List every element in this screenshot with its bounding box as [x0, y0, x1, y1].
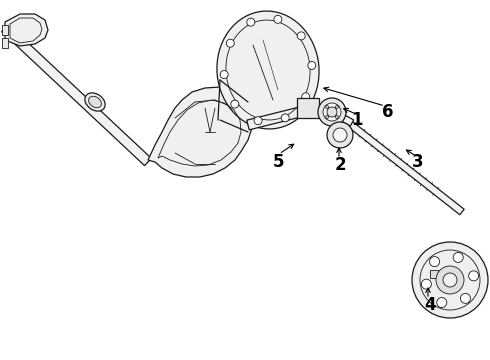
Ellipse shape	[327, 107, 337, 117]
Circle shape	[412, 242, 488, 318]
Circle shape	[247, 18, 255, 26]
Ellipse shape	[89, 96, 101, 108]
Polygon shape	[297, 98, 319, 118]
Circle shape	[461, 293, 470, 303]
Polygon shape	[2, 25, 8, 35]
Text: 4: 4	[424, 296, 436, 314]
Circle shape	[220, 71, 228, 78]
Ellipse shape	[323, 103, 341, 121]
Ellipse shape	[217, 11, 319, 129]
Polygon shape	[430, 270, 438, 278]
Circle shape	[274, 15, 282, 23]
Polygon shape	[348, 121, 464, 215]
Circle shape	[443, 273, 457, 287]
Circle shape	[453, 252, 463, 262]
Text: 6: 6	[382, 103, 394, 121]
Polygon shape	[247, 105, 309, 130]
Circle shape	[231, 100, 239, 108]
Circle shape	[308, 62, 316, 69]
Circle shape	[254, 117, 262, 125]
Circle shape	[333, 128, 347, 142]
Polygon shape	[5, 14, 48, 46]
Ellipse shape	[85, 93, 105, 111]
Text: 3: 3	[412, 153, 424, 171]
Text: 5: 5	[272, 153, 284, 171]
Polygon shape	[2, 38, 8, 48]
Circle shape	[430, 257, 440, 267]
Polygon shape	[148, 87, 252, 177]
Ellipse shape	[336, 105, 339, 109]
Ellipse shape	[336, 116, 339, 118]
Circle shape	[327, 122, 353, 148]
Polygon shape	[247, 104, 321, 127]
Circle shape	[468, 271, 479, 281]
Ellipse shape	[318, 98, 346, 126]
Circle shape	[226, 39, 234, 47]
Ellipse shape	[325, 105, 329, 109]
Circle shape	[436, 266, 464, 294]
Circle shape	[421, 279, 431, 289]
Circle shape	[437, 298, 447, 307]
Ellipse shape	[325, 116, 329, 118]
Circle shape	[302, 93, 310, 101]
Text: 1: 1	[351, 111, 363, 129]
Circle shape	[297, 32, 305, 40]
Circle shape	[281, 114, 289, 122]
Polygon shape	[330, 109, 354, 126]
Polygon shape	[1, 24, 151, 166]
Text: 2: 2	[334, 156, 346, 174]
